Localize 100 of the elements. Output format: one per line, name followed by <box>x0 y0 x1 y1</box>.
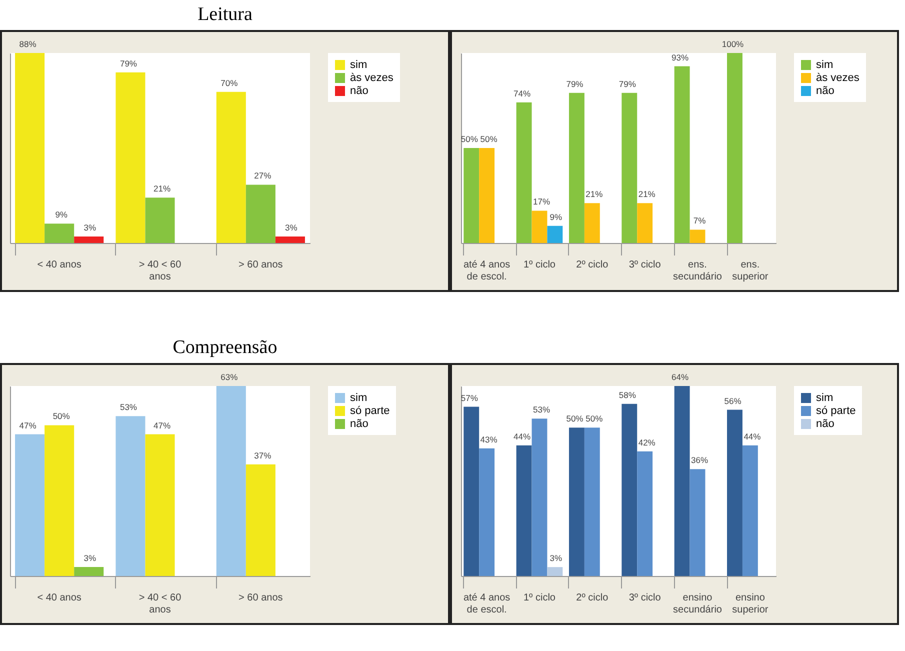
data-label: 3% <box>84 222 96 233</box>
bar <box>464 406 480 576</box>
bar <box>15 53 45 243</box>
data-label: 44% <box>744 431 762 442</box>
bar <box>742 445 758 576</box>
bar <box>727 410 742 576</box>
data-label: 63% <box>220 372 238 382</box>
data-label: 9% <box>550 212 563 222</box>
bar <box>637 203 653 243</box>
bar <box>44 224 74 243</box>
data-label: 79% <box>120 58 138 68</box>
bar <box>246 184 276 243</box>
data-label: 7% <box>693 216 706 226</box>
bar <box>568 92 584 243</box>
data-label: 70% <box>220 78 238 88</box>
legend-label: às vezes <box>350 72 394 84</box>
x-tick-label: > 40 < 60 anos <box>138 592 182 616</box>
data-label: 3% <box>84 552 96 563</box>
data-label: 50% <box>566 414 584 424</box>
data-label: 100% <box>722 39 744 49</box>
bar <box>44 425 74 576</box>
bar <box>145 198 175 243</box>
x-tick-label: > 60 anos <box>238 592 283 604</box>
data-label: 58% <box>618 390 636 400</box>
data-label: 9% <box>55 210 68 220</box>
bar <box>479 148 495 243</box>
data-label: 57% <box>460 392 478 403</box>
x-tick-label: 2º ciclo <box>576 260 609 270</box>
data-label: 88% <box>19 39 37 49</box>
bar <box>690 469 706 576</box>
legend-label: não <box>350 418 368 430</box>
legend-label: às vezes <box>816 72 860 84</box>
data-label: 53% <box>120 402 138 412</box>
data-label: 27% <box>254 170 272 181</box>
bar <box>547 226 563 243</box>
bar <box>584 428 600 576</box>
legend-label: sim <box>350 392 368 404</box>
data-label: 50% <box>586 414 604 424</box>
legend-label: sim <box>816 59 834 71</box>
data-label: 79% <box>618 78 636 89</box>
data-label: 53% <box>532 404 550 415</box>
bar <box>532 210 548 243</box>
x-tick-label: < 40 anos <box>37 260 82 270</box>
legend-label: só parte <box>350 405 390 417</box>
bar <box>246 464 276 576</box>
data-label: 43% <box>480 434 498 444</box>
bar <box>674 386 690 576</box>
data-label: 44% <box>514 431 531 442</box>
bar <box>116 416 146 576</box>
bar <box>637 451 653 576</box>
data-label: 47% <box>153 420 171 430</box>
data-label: 47% <box>19 420 37 430</box>
x-tick-label: ens. secundário <box>673 260 722 282</box>
x-tick-label: ens. superior <box>732 260 769 282</box>
x-tick-label: > 60 anos <box>238 260 283 270</box>
data-label: 3% <box>285 222 298 233</box>
x-tick-label: 1º ciclo <box>523 592 556 604</box>
data-label: 37% <box>254 450 272 460</box>
data-label: 74% <box>514 88 531 98</box>
data-label: 17% <box>532 196 550 207</box>
bar <box>622 404 638 576</box>
bar <box>532 418 548 576</box>
data-label: 42% <box>638 437 656 448</box>
data-label: 21% <box>638 189 656 200</box>
legend-label: só parte <box>816 405 856 417</box>
chart-title: Leitura <box>196 3 254 27</box>
bar <box>516 445 532 576</box>
bar <box>568 428 584 576</box>
data-label: 64% <box>672 372 690 382</box>
legend-label: não <box>816 418 834 430</box>
x-tick-label: 1º ciclo <box>523 260 556 270</box>
data-label: 50% <box>480 134 498 144</box>
x-tick-label: ensino secundário <box>673 592 722 616</box>
bar <box>216 92 246 243</box>
x-tick-label: ensino superior <box>732 592 769 616</box>
bar <box>15 434 45 576</box>
bar <box>690 230 706 243</box>
bar <box>216 386 246 576</box>
data-label: 56% <box>724 396 742 406</box>
bar <box>74 236 104 243</box>
bar <box>516 102 532 243</box>
data-label: 3% <box>550 553 563 564</box>
x-tick-label: até 4 anos de escol. <box>463 592 510 616</box>
bar <box>116 72 146 243</box>
data-label: 21% <box>153 184 171 194</box>
data-label: 93% <box>672 52 690 62</box>
bar <box>727 53 742 243</box>
x-tick-label: < 40 anos <box>37 592 82 604</box>
bar <box>74 566 104 576</box>
legend-label: não <box>350 85 368 97</box>
x-tick-label: 3º ciclo <box>628 592 662 604</box>
bar <box>275 236 305 243</box>
x-tick-label: 2º ciclo <box>576 592 609 604</box>
data-label: 50% <box>460 134 478 144</box>
legend-label: sim <box>350 59 368 71</box>
x-tick-label: até 4 anos de escol. <box>463 260 510 282</box>
bar <box>547 567 563 576</box>
bar <box>145 434 175 576</box>
bar <box>479 448 495 576</box>
legend-label: sim <box>816 392 834 404</box>
